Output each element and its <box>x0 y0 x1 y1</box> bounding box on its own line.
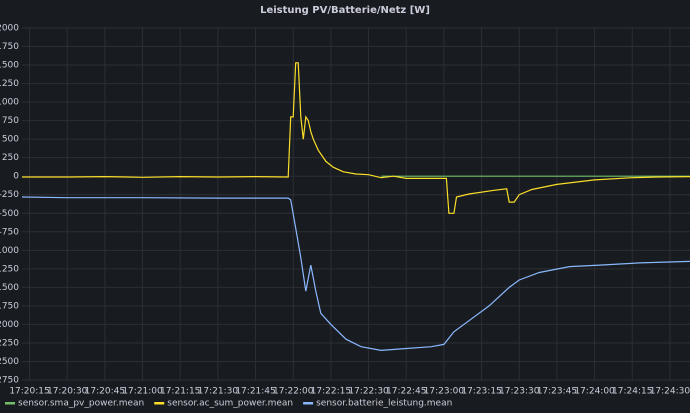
y-tick-label: -2000 <box>0 320 19 330</box>
x-tick-label: 17:21:15 <box>160 387 200 397</box>
x-tick-label: 17:23:15 <box>461 387 501 397</box>
y-tick-label: -500 <box>0 209 19 219</box>
x-tick-label: 17:21:30 <box>198 387 239 397</box>
x-tick-label: 17:24:30 <box>650 387 690 397</box>
y-tick-label: -1500 <box>0 283 19 293</box>
y-tick-label: 0 <box>13 172 19 182</box>
y-tick-label: -1000 <box>0 246 19 256</box>
x-tick-label: 17:21:45 <box>235 387 275 397</box>
x-tick-label: 17:20:15 <box>9 387 49 397</box>
y-tick-label: 1750 <box>0 42 19 52</box>
x-tick-label: 17:22:45 <box>386 387 426 397</box>
x-tick-label: 17:20:30 <box>47 387 88 397</box>
legend-swatch <box>154 402 165 405</box>
x-tick-label: 17:24:15 <box>612 387 652 397</box>
legend-swatch <box>303 402 314 405</box>
x-tick-label: 17:24:00 <box>574 387 615 397</box>
legend-label: sensor.batterie_leistung.mean <box>316 399 452 409</box>
x-tick-label: 17:22:15 <box>311 387 351 397</box>
x-tick-label: 17:20:45 <box>85 387 125 397</box>
x-tick-label: 17:22:00 <box>273 387 314 397</box>
x-tick-label: 17:23:00 <box>424 387 465 397</box>
x-tick-label: 17:23:45 <box>537 387 577 397</box>
y-tick-label: -2250 <box>0 338 19 348</box>
y-tick-label: -1250 <box>0 264 19 274</box>
series-line <box>22 62 690 214</box>
y-tick-label: 2000 <box>0 24 19 34</box>
chart-title: Leistung PV/Batterie/Netz [W] <box>260 5 430 16</box>
y-tick-label: -2750 <box>0 376 19 386</box>
x-tick-label: 17:23:30 <box>499 387 540 397</box>
x-tick-label: 17:21:00 <box>122 387 163 397</box>
y-tick-label: -750 <box>0 227 19 237</box>
y-tick-label: 250 <box>2 153 19 163</box>
y-tick-label: -250 <box>0 190 19 200</box>
y-tick-label: -1750 <box>0 301 19 311</box>
y-tick-label: 1000 <box>0 98 19 108</box>
y-tick-label: 750 <box>2 116 19 126</box>
y-tick-label: 500 <box>2 135 19 145</box>
x-tick-label: 17:22:30 <box>348 387 389 397</box>
legend-swatch <box>5 402 15 405</box>
y-tick-label: 1500 <box>0 61 19 71</box>
legend-label: sensor.sma_pv_power.mean <box>18 399 144 409</box>
series-line <box>21 196 690 352</box>
legend-label: sensor.ac_sum_power.mean <box>167 399 293 409</box>
y-tick-label: 1250 <box>0 79 19 89</box>
